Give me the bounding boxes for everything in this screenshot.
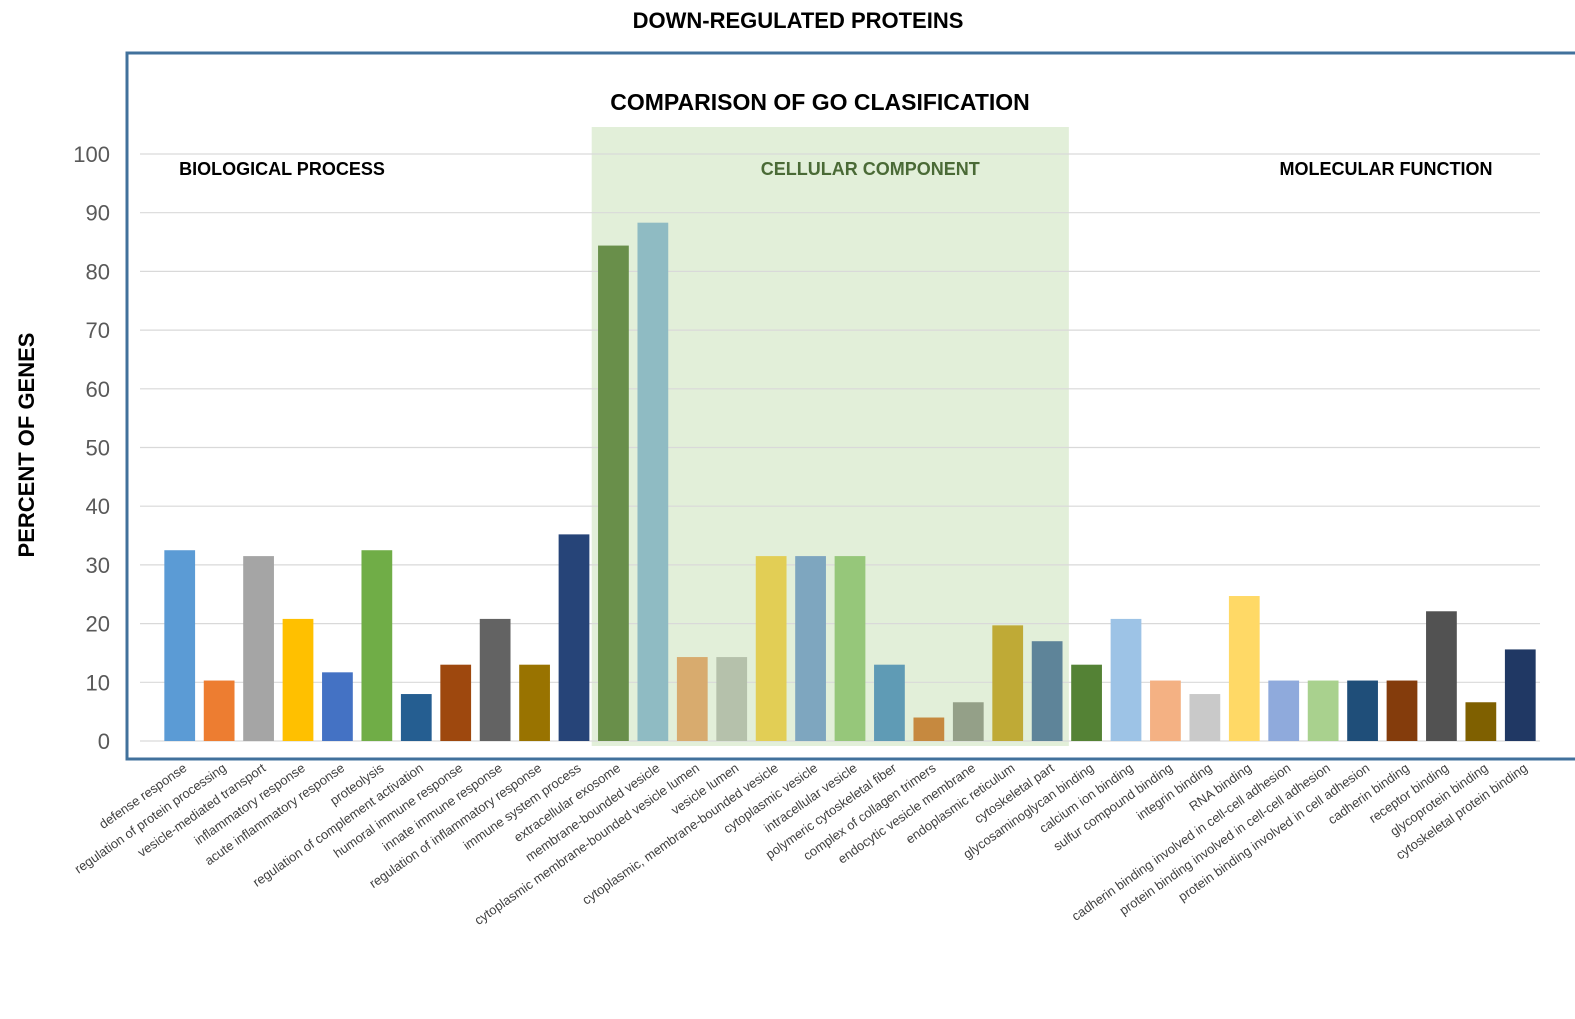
bar-34 [1465, 702, 1497, 741]
bar-15 [716, 657, 748, 741]
group-label-2: MOLECULAR FUNCTION [1280, 159, 1493, 179]
plot-frame [125, 51, 1575, 761]
group-labels: BIOLOGICAL PROCESS CELLULAR COMPONENT MOLE… [179, 159, 1492, 179]
bar-27 [1189, 694, 1221, 741]
bar-11 [558, 534, 590, 741]
y-tick-label-50: 50 [86, 436, 110, 461]
bar-1 [164, 550, 196, 741]
bar-35 [1504, 649, 1536, 741]
y-tick-label-60: 60 [86, 377, 110, 402]
y-tick-label-100: 100 [73, 142, 110, 167]
bar-4 [282, 618, 314, 741]
y-tick-label-40: 40 [86, 494, 110, 519]
bar-21 [952, 702, 984, 741]
bar-22 [992, 625, 1024, 741]
y-tick-label-0: 0 [98, 729, 110, 754]
group-label-1: CELLULAR COMPONENT [761, 159, 980, 179]
y-axis-label: PERCENT OF GENES [14, 333, 39, 558]
y-tick-label-90: 90 [86, 201, 110, 226]
bars [164, 222, 1536, 741]
bar-10 [519, 664, 550, 741]
chart-subtitle: COMPARISON OF GO CLASIFICATION [610, 89, 1030, 115]
y-tick-label-20: 20 [86, 612, 110, 637]
y-tick-label-10: 10 [86, 670, 110, 695]
bar-26 [1150, 680, 1181, 741]
bar-28 [1228, 596, 1260, 741]
bar-2 [203, 680, 235, 741]
bar-20 [913, 717, 945, 741]
bar-5 [322, 672, 353, 741]
bar-14 [676, 657, 708, 741]
bar-31 [1347, 680, 1378, 741]
bar-33 [1426, 611, 1457, 741]
bar-23 [1031, 641, 1063, 741]
bar-18 [834, 556, 866, 741]
chart-title: DOWN-REGULATED PROTEINS [633, 8, 964, 33]
group-label-0: BIOLOGICAL PROCESS [179, 159, 385, 179]
bar-6 [361, 550, 393, 741]
bar-17 [795, 556, 826, 741]
y-tick-label-30: 30 [86, 553, 110, 578]
bar-30 [1307, 680, 1339, 741]
bar-12 [598, 245, 629, 741]
bar-13 [637, 222, 669, 741]
bar-7 [400, 694, 432, 741]
y-tick-label-70: 70 [86, 318, 110, 343]
bar-29 [1268, 680, 1300, 741]
bar-9 [479, 618, 511, 741]
bar-24 [1071, 664, 1102, 741]
bar-19 [874, 664, 905, 741]
group-shading [591, 127, 1069, 746]
bar-3 [243, 556, 274, 741]
group-shading-1 [591, 127, 1069, 746]
bar-25 [1110, 618, 1142, 741]
y-axis-ticks: 0 10 20 30 40 50 60 70 80 90 100 [73, 142, 110, 754]
bar-8 [440, 664, 472, 741]
y-tick-label-80: 80 [86, 259, 110, 284]
bar-32 [1386, 680, 1418, 741]
bar-16 [755, 556, 787, 741]
